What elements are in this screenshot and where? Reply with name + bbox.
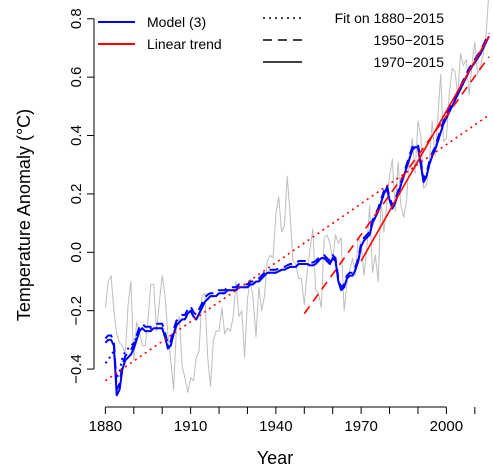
y-tick-label: 0.4 — [68, 125, 85, 146]
x-tick-label: 1940 — [259, 418, 292, 435]
trend-series-line-solid — [360, 35, 490, 262]
legend-linestyle-label: 1950−2015 — [374, 32, 445, 48]
y-tick-label: 0.0 — [68, 242, 85, 263]
y-axis-title: Temperature Anomaly (°C) — [14, 109, 34, 321]
model-series-line-dashed — [104, 32, 490, 391]
y-tick-label: 0.6 — [68, 67, 85, 88]
x-tick-label: 1880 — [89, 418, 122, 435]
plot-area — [104, 0, 490, 397]
x-axis-title: Year — [257, 448, 293, 468]
y-tick-label: 0.8 — [68, 8, 85, 29]
axes: 1880 1910 1940 1970 2000 −0.4 −0.2 0.0 0.2 0.4 0.6… — [68, 8, 476, 435]
legend: Model (3) Linear trend Fit on 1880−2015 195… — [98, 10, 444, 70]
trend-series-line-dashed — [303, 56, 490, 315]
y-tick-label: 0.2 — [68, 183, 85, 204]
model-series-line-dotted — [104, 35, 490, 379]
x-tick-label: 2000 — [430, 418, 463, 435]
x-tick-label: 1970 — [344, 418, 377, 435]
legend-label: Linear trend — [147, 36, 222, 52]
legend-linestyle-label: Fit on 1880−2015 — [335, 10, 445, 26]
model-series-line-solid — [104, 35, 490, 397]
legend-label: Model (3) — [147, 14, 206, 30]
x-tick-label: 1910 — [174, 418, 207, 435]
y-tick-label: −0.2 — [68, 296, 85, 326]
y-tick-label: −0.4 — [68, 354, 85, 384]
trend-series-line-dotted — [104, 114, 490, 382]
legend-linestyle-label: 1970−2015 — [374, 54, 445, 70]
